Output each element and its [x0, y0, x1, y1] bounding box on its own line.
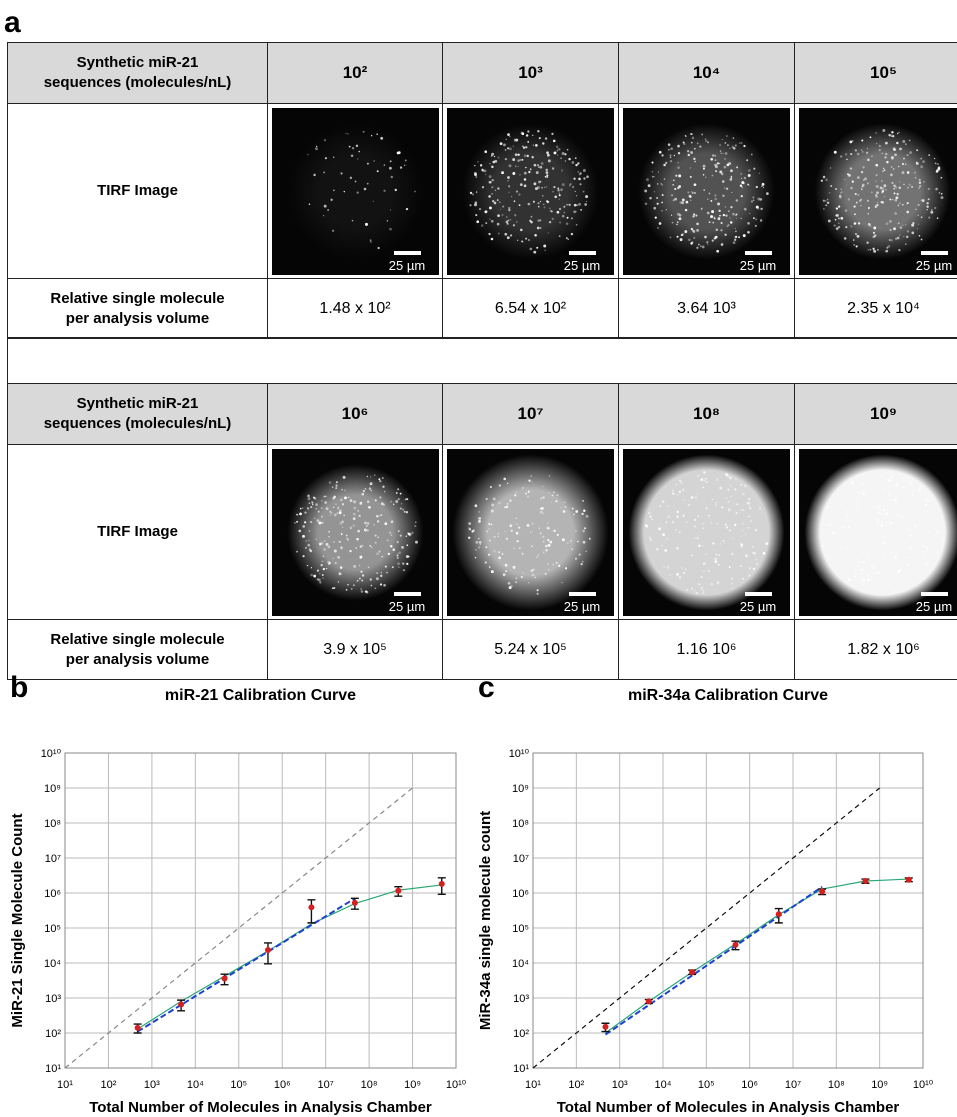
y-tick-label: 10¹⁰: [509, 748, 530, 760]
data-point: [646, 998, 652, 1004]
data-point: [862, 878, 868, 884]
y-tick-label: 10⁶: [512, 888, 529, 900]
x-tick-label: 10³: [612, 1079, 628, 1091]
x-axis-title: Total Number of Molecules in Analysis Ch…: [89, 1099, 432, 1116]
x-tick-label: 10¹⁰: [446, 1079, 467, 1091]
charts: b miR-21 Calibration Curve 10¹ 10² 10³ 10⁴ 10⁵…: [0, 0, 957, 1117]
data-point: [689, 969, 695, 975]
data-point: [395, 888, 401, 894]
y-tick-label: 10¹: [513, 1063, 529, 1075]
data-point: [776, 911, 782, 917]
x-tick-label: 10⁹: [871, 1079, 888, 1091]
data-point: [732, 942, 738, 948]
x-tick-label: 10⁴: [655, 1079, 672, 1091]
data-point: [222, 976, 228, 982]
x-tick-label: 10⁷: [785, 1079, 801, 1091]
y-tick-label: 10¹⁰: [41, 748, 62, 760]
x-tick-label: 10³: [144, 1079, 160, 1091]
data-point: [906, 877, 912, 883]
data-point: [602, 1024, 608, 1030]
y-axis-title: MiR-34a single molecule count: [477, 811, 494, 1030]
y-tick-label: 10⁶: [44, 888, 61, 900]
x-tick-label: 10¹⁰: [913, 1079, 934, 1091]
x-axis-title: Total Number of Molecules in Analysis Ch…: [557, 1099, 900, 1116]
x-tick-label: 10⁵: [230, 1079, 247, 1091]
x-tick-label: 10⁵: [698, 1079, 715, 1091]
x-tick-label: 10⁶: [274, 1079, 291, 1091]
data-point: [352, 900, 358, 906]
y-tick-label: 10⁷: [513, 853, 529, 865]
data-point: [308, 904, 314, 910]
data-point: [439, 881, 445, 887]
y-tick-label: 10⁴: [512, 958, 529, 970]
data-point: [265, 947, 271, 953]
panel-label: b: [10, 671, 28, 704]
y-tick-label: 10³: [513, 993, 529, 1005]
y-tick-label: 10⁹: [512, 783, 529, 795]
data-point: [819, 889, 825, 895]
y-tick-label: 10⁴: [44, 958, 61, 970]
chart-title: miR-34a Calibration Curve: [628, 687, 828, 704]
fit-line: [138, 885, 442, 1029]
data-point: [135, 1025, 141, 1031]
fit-line: [138, 898, 355, 1031]
x-tick-label: 10⁴: [187, 1079, 204, 1091]
x-tick-label: 10²: [568, 1079, 584, 1091]
panel-label: c: [478, 671, 495, 704]
y-tick-label: 10²: [513, 1028, 529, 1040]
y-tick-label: 10²: [45, 1028, 61, 1040]
x-tick-label: 10²: [100, 1079, 116, 1091]
x-tick-label: 10⁸: [361, 1079, 378, 1091]
fit-line: [605, 879, 908, 1033]
y-tick-label: 10⁵: [44, 923, 61, 935]
x-tick-label: 10¹: [57, 1079, 73, 1091]
chart-title: miR-21 Calibration Curve: [165, 687, 356, 704]
y-tick-label: 10⁸: [44, 818, 61, 830]
error-bar: [307, 900, 315, 923]
data-point: [178, 1002, 184, 1008]
x-tick-label: 10⁸: [828, 1079, 845, 1091]
x-tick-label: 10⁷: [318, 1079, 334, 1091]
y-tick-label: 10⁵: [512, 923, 529, 935]
fit-line: [605, 887, 822, 1035]
y-tick-label: 10⁸: [512, 818, 529, 830]
y-tick-label: 10¹: [45, 1063, 61, 1075]
x-tick-label: 10⁶: [741, 1079, 758, 1091]
x-tick-label: 10¹: [525, 1079, 541, 1091]
x-tick-label: 10⁹: [404, 1079, 421, 1091]
y-tick-label: 10³: [45, 993, 61, 1005]
y-axis-title: MiR-21 Single Molecule Count: [9, 813, 26, 1027]
y-tick-label: 10⁷: [45, 853, 61, 865]
y-tick-label: 10⁹: [44, 783, 61, 795]
figure: a Synthetic miR-21 sequences (molecules/…: [0, 0, 957, 1117]
